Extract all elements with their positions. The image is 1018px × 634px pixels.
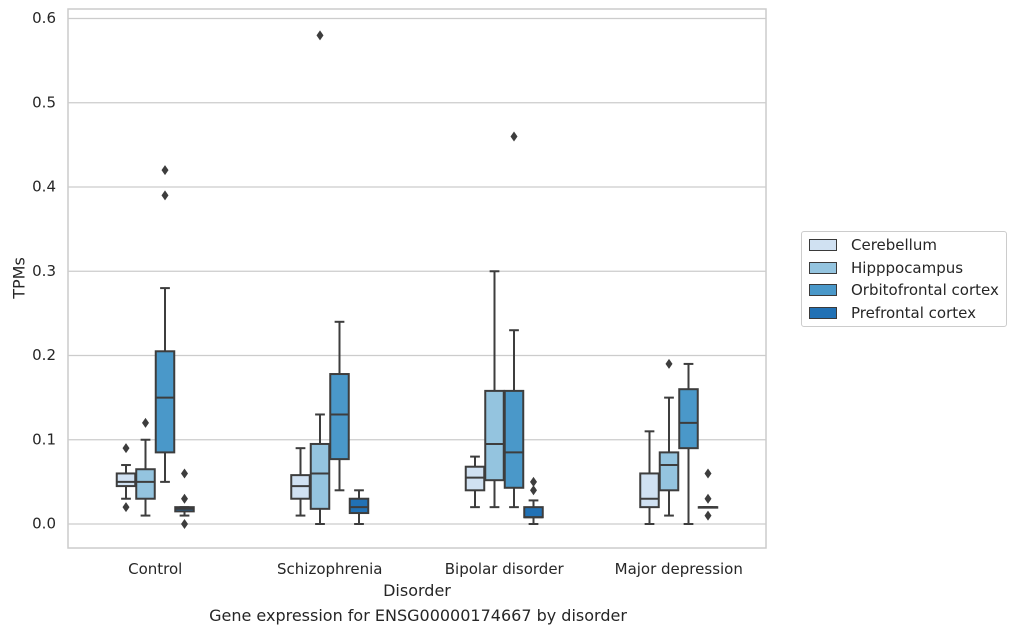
x-tick-label: Bipolar disorder — [445, 560, 565, 578]
x-tick-label: Control — [128, 560, 182, 578]
box-hipppocampus — [658, 358, 680, 517]
legend-swatch — [809, 239, 837, 251]
iqr-box — [639, 472, 660, 509]
box-orbitofrontal-cortex — [154, 165, 176, 483]
outlier-marker — [665, 358, 673, 369]
iqr-box — [658, 451, 680, 492]
y-tick-label: 0.6 — [32, 9, 56, 27]
legend-item: Cerebellum — [809, 236, 937, 254]
y-tick-label: 0.1 — [32, 430, 56, 448]
box-prefrontal-cortex — [174, 468, 195, 529]
box-hipppocampus — [484, 270, 505, 509]
outlier-marker — [181, 519, 188, 529]
box-cerebellum — [115, 443, 137, 513]
box-hipppocampus — [309, 30, 331, 525]
legend-label: Orbitofrontal cortex — [851, 281, 999, 299]
legend-swatch — [809, 284, 837, 296]
legend-item: Orbitofrontal cortex — [809, 281, 999, 299]
outlier-marker — [122, 502, 130, 513]
outlier-marker — [161, 190, 169, 201]
legend-swatch — [809, 306, 837, 319]
x-axis-label: Disorder — [383, 581, 451, 600]
y-tick-label: 0.4 — [32, 178, 56, 196]
iqr-box — [135, 468, 156, 500]
y-axis-ticks: 0.0 0.1 0.2 0.3 0.4 0.5 0.6 — [32, 9, 56, 533]
outlier-marker — [704, 493, 712, 504]
iqr-box — [503, 389, 525, 489]
legend-swatch — [809, 261, 837, 274]
iqr-box — [348, 497, 370, 515]
y-tick-label: 0.5 — [32, 93, 56, 111]
outlier-marker — [530, 476, 537, 487]
legend: Cerebellum Hipppocampus Orbitofrontal cort… — [801, 231, 1007, 327]
axes-frame — [67, 8, 767, 549]
plot-area — [115, 30, 719, 529]
outlier-marker — [704, 510, 712, 521]
y-axis-label: TPMs — [10, 257, 29, 300]
outlier-marker — [181, 493, 188, 504]
legend-item: Hipppocampus — [809, 259, 963, 277]
iqr-box — [309, 442, 331, 510]
outlier-marker — [316, 30, 324, 41]
outlier-marker — [161, 165, 169, 176]
y-tick-label: 0.3 — [32, 262, 56, 280]
outlier-marker — [704, 468, 712, 479]
y-tick-label: 0.2 — [32, 346, 56, 364]
iqr-box — [154, 350, 176, 454]
grid-lines — [68, 17, 766, 525]
outlier-marker — [530, 485, 537, 496]
outlier-marker — [510, 131, 518, 142]
iqr-box — [329, 373, 350, 461]
box-orbitofrontal-cortex — [503, 131, 525, 509]
legend-item: Prefrontal cortex — [809, 304, 976, 322]
legend-label: Cerebellum — [851, 236, 937, 254]
x-axis-ticks: Control Schizophrenia Bipolar disorder Majo… — [128, 560, 743, 578]
box-hipppocampus — [135, 417, 156, 517]
iqr-box — [484, 389, 505, 482]
box-cerebellum — [639, 430, 660, 525]
iqr-box — [678, 388, 699, 450]
box-orbitofrontal-cortex — [678, 362, 699, 525]
legend-label: Prefrontal cortex — [851, 303, 976, 322]
box-cerebellum — [290, 447, 311, 517]
box-prefrontal-cortex — [697, 468, 719, 521]
outlier-marker — [122, 443, 130, 454]
figure-caption: Gene expression for ENSG00000174667 by d… — [209, 606, 627, 625]
outlier-marker — [181, 468, 188, 479]
box-prefrontal-cortex — [348, 489, 370, 525]
x-tick-label: Major depression — [615, 560, 743, 578]
x-tick-label: Schizophrenia — [277, 560, 382, 578]
legend-label: Hipppocampus — [851, 258, 964, 277]
box-orbitofrontal-cortex — [329, 320, 350, 492]
iqr-box — [523, 506, 544, 519]
outlier-marker — [142, 417, 149, 428]
box-prefrontal-cortex — [523, 476, 544, 525]
box-cerebellum — [464, 455, 486, 509]
y-tick-label: 0.0 — [32, 515, 56, 533]
iqr-box — [115, 472, 137, 488]
